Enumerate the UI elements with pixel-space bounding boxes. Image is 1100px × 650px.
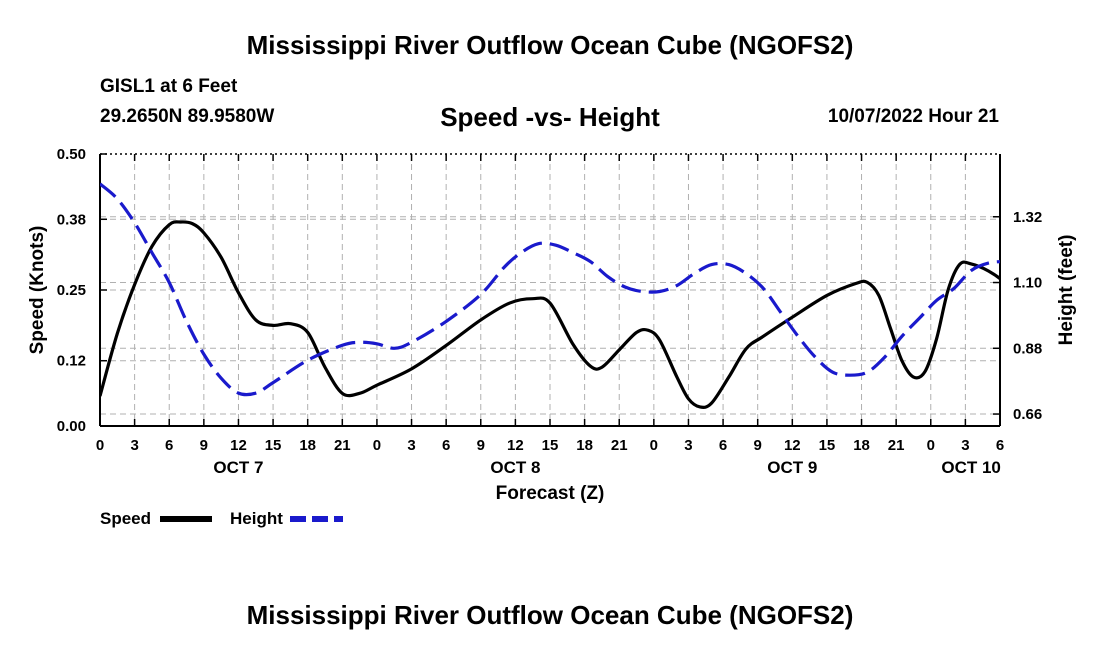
x-tick-label: 21 xyxy=(334,437,351,454)
y2-axis-title: Height (feet) xyxy=(1056,235,1077,346)
x-tick-label: 6 xyxy=(165,437,173,454)
y-tick-label: 0.38 xyxy=(57,211,86,228)
forecast-datestamp: 10/07/2022 Hour 21 xyxy=(827,106,999,127)
y2-tick-label: 1.10 xyxy=(1013,275,1042,292)
legend-height-label: Height xyxy=(230,509,283,528)
series-group xyxy=(100,182,1000,409)
x-tick-label: 12 xyxy=(230,437,247,454)
y2-tick-label: 0.88 xyxy=(1013,340,1042,357)
y-tick-label: 0.50 xyxy=(57,146,86,163)
x-tick-label: 9 xyxy=(477,437,485,454)
day-label: OCT 9 xyxy=(767,458,817,477)
coordinates-label: 29.2650N 89.9580W xyxy=(100,106,275,127)
x-tick-label: 0 xyxy=(373,437,381,454)
y2-tick-label: 0.66 xyxy=(1013,406,1042,423)
legend-speed-label: Speed xyxy=(100,509,152,528)
x-tick-label: 18 xyxy=(853,437,870,454)
x-tick-label: 18 xyxy=(576,437,593,454)
x-tick-label: 0 xyxy=(927,437,935,454)
axes: 0 3 6 9 12 15 18 21 0 3 6 9 12 15 18 21 0 3 6 9 12 15 18 21 0 3 6 O… xyxy=(57,146,1042,477)
x-tick-label: 3 xyxy=(684,437,692,454)
series-line-height xyxy=(100,182,1000,397)
x-axis-title: Forecast (Z) xyxy=(496,483,605,504)
x-tick-label: 21 xyxy=(888,437,905,454)
x-tick-label: 12 xyxy=(507,437,524,454)
chart-subtitle: Speed -vs- Height xyxy=(440,102,660,132)
y-tick-label: 0.25 xyxy=(57,282,86,299)
x-tick-label: 3 xyxy=(961,437,969,454)
x-tick-label: 15 xyxy=(819,437,836,454)
x-tick-label: 6 xyxy=(996,437,1004,454)
x-tick-label: 0 xyxy=(650,437,658,454)
x-tick-label: 18 xyxy=(299,437,316,454)
series-line-speed xyxy=(100,220,1000,409)
day-label: OCT 10 xyxy=(941,458,1001,477)
bottom-chart-title: Mississippi River Outflow Ocean Cube (NG… xyxy=(246,600,854,630)
axis-labels: Forecast (Z) Speed (Knots) Height (feet) xyxy=(27,226,1077,504)
chart-title: Mississippi River Outflow Ocean Cube (NG… xyxy=(246,30,854,60)
x-tick-label: 15 xyxy=(542,437,559,454)
y-tick-label: 0.00 xyxy=(57,418,86,435)
x-tick-label: 6 xyxy=(719,437,727,454)
x-tick-label: 0 xyxy=(96,437,104,454)
x-tick-label: 3 xyxy=(407,437,415,454)
day-label: OCT 8 xyxy=(490,458,540,477)
y-axis-title: Speed (Knots) xyxy=(27,226,48,355)
x-tick-label: 12 xyxy=(784,437,801,454)
grid xyxy=(100,154,1000,426)
x-tick-label: 9 xyxy=(754,437,762,454)
day-label: OCT 7 xyxy=(213,458,263,477)
x-tick-label: 15 xyxy=(265,437,282,454)
x-tick-label: 3 xyxy=(130,437,138,454)
y-tick-label: 0.12 xyxy=(57,353,86,370)
y2-tick-label: 1.32 xyxy=(1013,209,1042,226)
station-label: GISL1 at 6 Feet xyxy=(100,76,238,97)
x-tick-label: 9 xyxy=(200,437,208,454)
x-tick-label: 21 xyxy=(611,437,628,454)
x-tick-label: 6 xyxy=(442,437,450,454)
